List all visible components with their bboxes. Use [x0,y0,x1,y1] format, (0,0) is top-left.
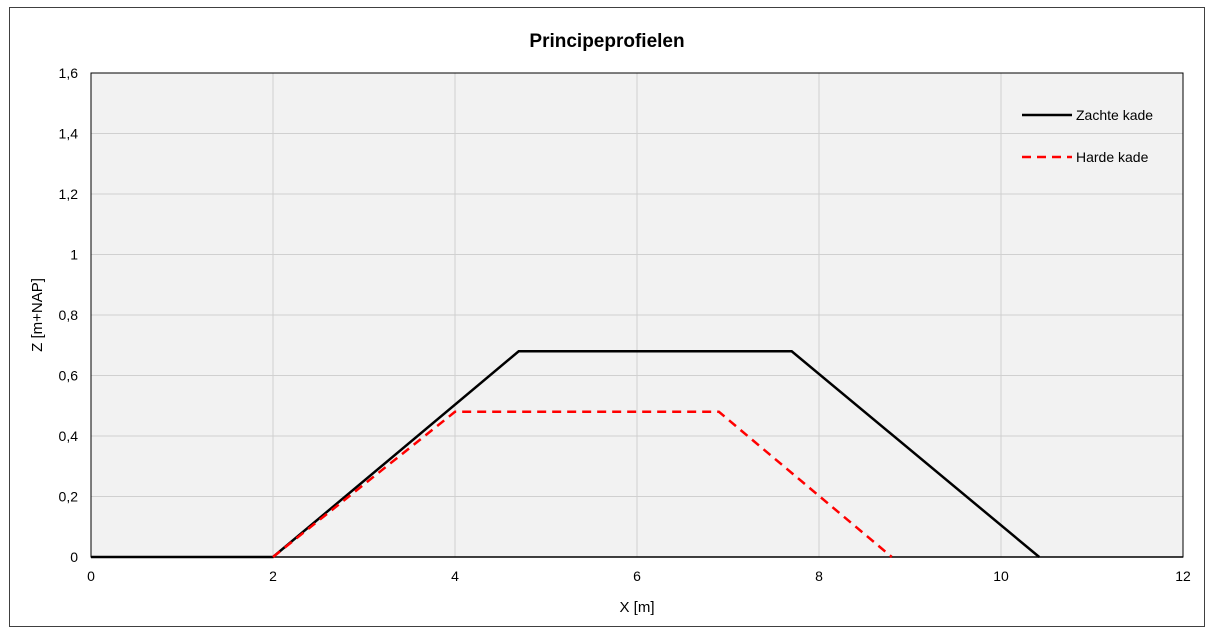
x-tick-label: 0 [87,568,95,584]
x-axis-label: X [m] [619,599,654,616]
chart-title: Principeprofielen [529,31,684,52]
y-tick-label: 0 [70,549,78,565]
y-tick-label: 1,4 [59,126,79,142]
x-tick-label: 6 [633,568,641,584]
series-lines [91,350,1041,559]
legend-label-zachte-kade: Zachte kade [1076,107,1153,123]
x-tick-label: 10 [993,568,1009,584]
y-axis-label: Z [m+NAP] [29,278,46,352]
y-tick-label: 1,2 [59,186,79,202]
tick-labels: 0 2 4 6 8 10 12 0 0,2 0,4 0,6 0,8 1 1,2 1,4 1,6 [59,65,1191,584]
legend: Zachte kade Harde kade [1022,107,1153,165]
y-tick-label: 0,8 [59,307,79,323]
legend-label-harde-kade: Harde kade [1076,149,1149,165]
y-tick-label: 1 [70,247,78,263]
harde-kade-line [272,410,893,558]
zachte-kade-line [91,350,1041,559]
x-tick-label: 8 [815,568,823,584]
y-tick-label: 0,2 [59,489,79,505]
x-tick-label: 4 [451,568,459,584]
y-tick-label: 1,6 [59,65,79,81]
y-tick-label: 0,4 [59,428,79,444]
x-tick-label: 2 [269,568,277,584]
y-tick-label: 0,6 [59,368,79,384]
x-tick-label: 12 [1175,568,1191,584]
